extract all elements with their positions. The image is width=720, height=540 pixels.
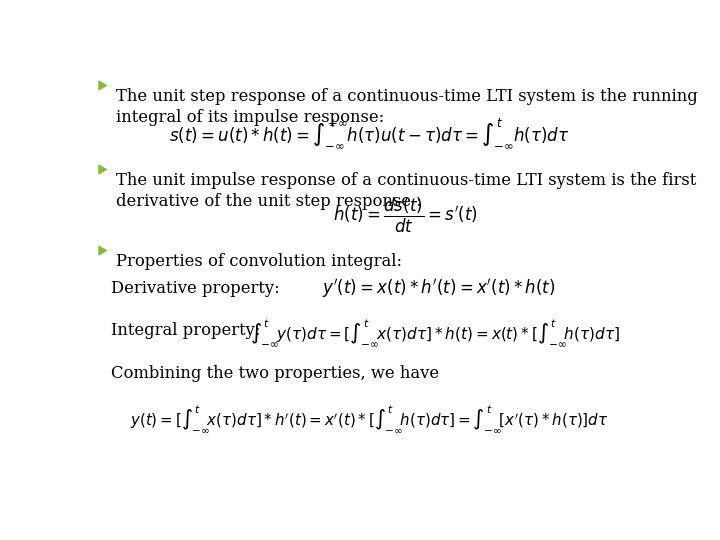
Text: Properties of convolution integral:: Properties of convolution integral: (116, 253, 402, 270)
Text: $\int_{-\infty}^{t}\! y(\tau)d\tau = [\int_{-\infty}^{t}\! x(\tau)d\tau]*h(t) = : $\int_{-\infty}^{t}\! y(\tau)d\tau = [\i… (250, 317, 620, 348)
Text: Combining the two properties, we have: Combining the two properties, we have (111, 365, 439, 382)
Text: Integral property:: Integral property: (111, 322, 261, 339)
Text: Derivative property:: Derivative property: (111, 280, 280, 296)
Text: $y'(t) = x(t)*h'(t) = x'(t)*h(t)$: $y'(t) = x(t)*h'(t) = x'(t)*h(t)$ (322, 276, 556, 300)
Text: $y(t)=[\int_{-\infty}^{t}\! x(\tau)d\tau]*h'(t) = x'(t)*[\int_{-\infty}^{t}\! h(: $y(t)=[\int_{-\infty}^{t}\! x(\tau)d\tau… (130, 403, 608, 435)
Text: $h(t) = \dfrac{ds(t)}{dt} = s'(t)$: $h(t) = \dfrac{ds(t)}{dt} = s'(t)$ (333, 195, 477, 235)
Text: The unit impulse response of a continuous-time LTI system is the first
derivativ: The unit impulse response of a continuou… (116, 172, 696, 210)
Text: The unit step response of a continuous-time LTI system is the running
integral o: The unit step response of a continuous-t… (116, 87, 698, 126)
Text: $s(t) = u(t)*h(t) = \int_{-\infty}^{+\infty} h(\tau)u(t-\tau)d\tau = \int_{-\inf: $s(t) = u(t)*h(t) = \int_{-\infty}^{+\in… (169, 117, 569, 150)
